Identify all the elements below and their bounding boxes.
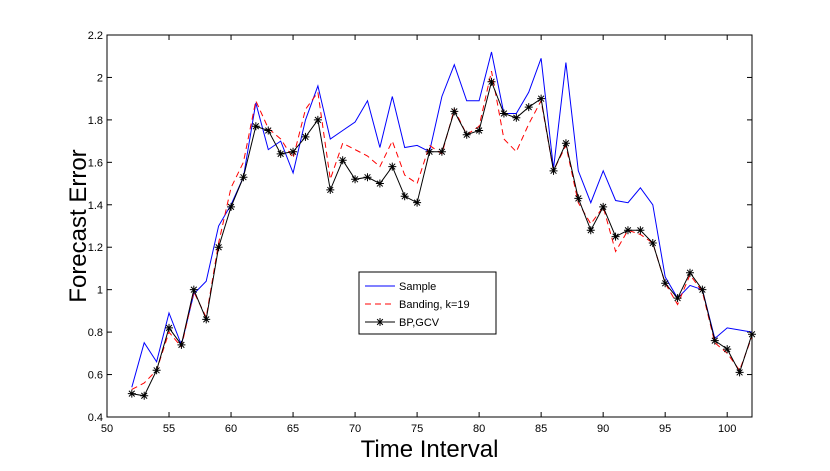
data-point-marker: [574, 194, 583, 203]
data-point-marker: [351, 175, 360, 184]
data-point-marker: [710, 336, 719, 345]
series-group: [127, 51, 756, 400]
data-point-marker: [214, 243, 223, 252]
legend-label: Sample: [399, 281, 436, 293]
series-0: [131, 51, 753, 388]
x-tick-label: 90: [597, 423, 609, 435]
data-point-marker: [227, 202, 236, 211]
y-tick-label: 2: [97, 72, 103, 84]
data-point-marker: [264, 126, 273, 135]
series-line: [131, 51, 753, 388]
data-point-marker: [599, 202, 608, 211]
data-point-marker: [549, 166, 558, 175]
legend: Sample Banding, k=19 BP,GCV: [358, 271, 497, 335]
data-point-marker: [723, 345, 732, 354]
axis-ticks: 50 55 60 65 70 75 80 85 90 95 100 0.4 0.6 0.8 1 1.2 1.4 1…: [88, 30, 752, 435]
data-point-marker: [437, 147, 446, 156]
data-point-marker: [748, 330, 756, 339]
data-point-marker: [140, 391, 149, 400]
x-axis-title: Time Interval: [361, 436, 499, 463]
data-point-marker: [685, 268, 694, 277]
data-point-marker: [363, 173, 372, 182]
x-tick-label: 80: [473, 423, 485, 435]
data-point-marker: [375, 179, 384, 188]
y-tick-label: 0.8: [88, 327, 103, 339]
x-tick-label: 65: [287, 423, 299, 435]
legend-label: BP,GCV: [399, 317, 440, 329]
data-point-marker: [698, 285, 707, 294]
y-tick-label: 0.6: [88, 370, 103, 382]
y-tick-label: 1.6: [88, 157, 103, 169]
data-point-marker: [673, 294, 682, 303]
y-tick-label: 0.4: [88, 412, 103, 424]
data-point-marker: [462, 130, 471, 139]
data-point-marker: [301, 132, 310, 141]
data-point-marker: [338, 156, 347, 165]
data-point-marker: [524, 103, 533, 112]
x-tick-label: 95: [659, 423, 671, 435]
data-point-marker: [189, 285, 198, 294]
data-point-marker: [611, 232, 620, 241]
data-point-marker: [425, 147, 434, 156]
data-point-marker: [636, 226, 645, 235]
data-point-marker: [648, 238, 657, 247]
data-point-marker: [487, 77, 496, 86]
data-point-marker: [586, 226, 595, 235]
data-point-marker: [177, 340, 186, 349]
data-point-marker: [239, 173, 248, 182]
x-tick-label: 55: [163, 423, 175, 435]
data-point-marker: [326, 185, 335, 194]
data-point-marker: [388, 162, 397, 171]
data-point-marker: [735, 368, 744, 377]
x-tick-label: 100: [718, 423, 736, 435]
y-tick-label: 1.8: [88, 115, 103, 127]
data-point-marker: [152, 366, 161, 375]
plot-area: [106, 34, 753, 418]
x-tick-label: 75: [411, 423, 423, 435]
x-tick-label: 50: [101, 423, 113, 435]
y-tick-label: 1: [97, 285, 103, 297]
data-point-marker: [450, 107, 459, 116]
y-axis-title: Forecast Error: [65, 149, 92, 302]
y-tick-label: 2.2: [88, 30, 103, 42]
y-tick-label: 1.2: [88, 242, 103, 254]
data-point-marker: [400, 192, 409, 201]
series-2: [127, 77, 756, 400]
data-point-marker: [165, 323, 174, 332]
data-point-marker: [475, 126, 484, 135]
data-point-marker: [561, 139, 570, 148]
y-tick-label: 1.4: [88, 200, 103, 212]
data-point-marker: [276, 149, 285, 158]
data-point-marker: [537, 94, 546, 103]
data-point-marker: [623, 226, 632, 235]
data-point-marker: [376, 318, 384, 326]
x-tick-label: 85: [535, 423, 547, 435]
data-point-marker: [127, 389, 136, 398]
data-point-marker: [313, 115, 322, 124]
x-tick-label: 70: [349, 423, 361, 435]
data-point-marker: [251, 122, 260, 131]
data-point-marker: [499, 109, 508, 118]
data-point-marker: [202, 315, 211, 324]
data-point-marker: [661, 279, 670, 288]
x-tick-label: 60: [225, 423, 237, 435]
data-point-marker: [512, 113, 521, 122]
legend-label: Banding, k=19: [399, 299, 470, 311]
data-point-marker: [289, 147, 298, 156]
data-point-marker: [413, 198, 422, 207]
